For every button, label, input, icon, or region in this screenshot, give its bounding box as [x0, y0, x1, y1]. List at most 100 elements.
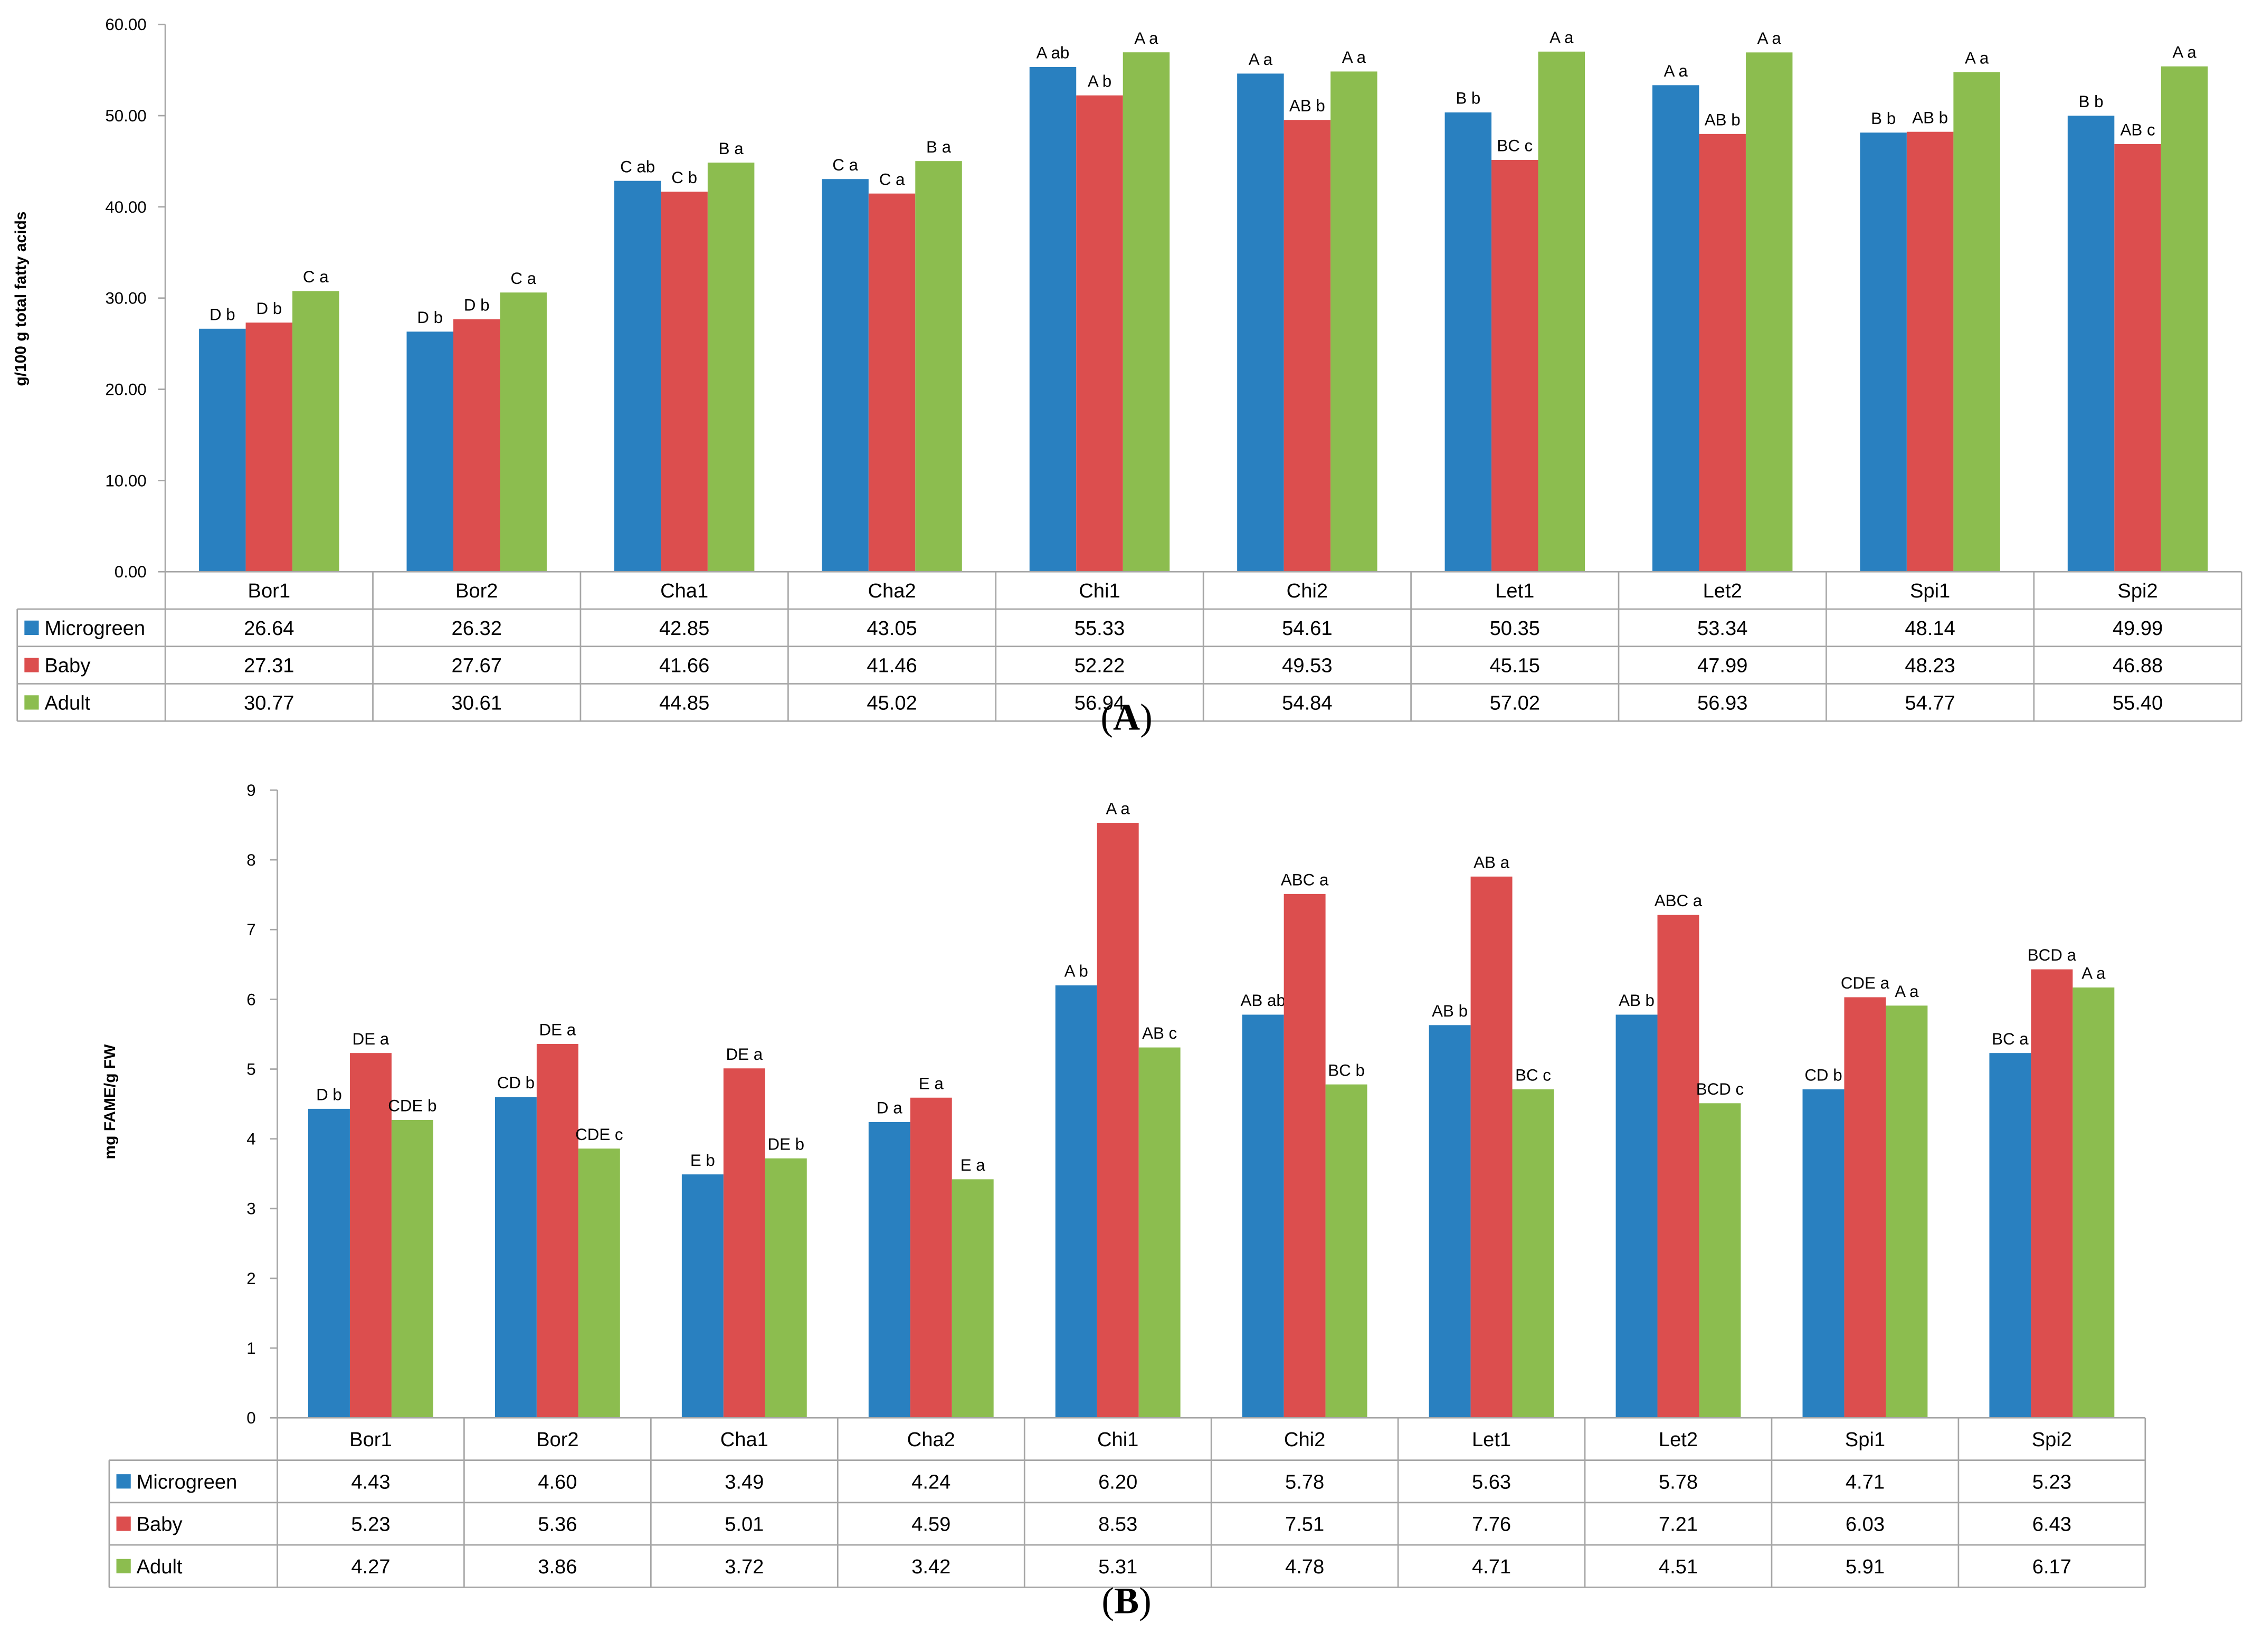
panel-paren: (	[1101, 1580, 1114, 1621]
bar	[1699, 1103, 1741, 1418]
table-value: 3.72	[725, 1556, 764, 1578]
table-value: 5.63	[1472, 1471, 1511, 1493]
table-value: 6.17	[2032, 1556, 2071, 1578]
bar	[952, 1179, 994, 1418]
bar	[1953, 72, 2000, 572]
legend-series-name: Adult	[137, 1556, 183, 1578]
bar	[1284, 120, 1331, 572]
y-tick-label: 60.00	[105, 15, 146, 34]
legend-series-name: Baby	[137, 1514, 183, 1536]
bar-annotation: A a	[1249, 50, 1273, 69]
bar	[1330, 71, 1377, 572]
table-value: 4.71	[1846, 1471, 1885, 1493]
bar-annotation: E a	[919, 1074, 944, 1093]
table-value: 43.05	[867, 618, 917, 640]
category-label: Bor2	[536, 1429, 579, 1451]
y-tick-label: 50.00	[105, 107, 146, 125]
bar-annotation: AB c	[2120, 121, 2155, 139]
bar-annotation: A a	[2172, 43, 2197, 61]
bar	[1652, 85, 1699, 572]
bar	[1097, 823, 1139, 1418]
bar-annotation: A a	[1549, 28, 1574, 46]
chart-a: 0.00 10.00 20.00 30.00 40.00 50.00 60.00 g/100 …	[12, 15, 2242, 738]
table-value: 4.51	[1659, 1556, 1698, 1578]
bar	[536, 1043, 578, 1418]
bar-annotation: CDE b	[388, 1097, 436, 1115]
table-value: 6.20	[1098, 1471, 1137, 1493]
bar	[500, 292, 547, 572]
bar-annotation: B a	[926, 138, 952, 156]
bar	[578, 1148, 620, 1418]
bar	[1076, 95, 1123, 572]
bar-annotation: AB b	[1912, 108, 1948, 127]
bar	[1989, 1053, 2031, 1418]
bar-annotation: A a	[1106, 800, 1130, 818]
table-value: 54.77	[1905, 692, 1955, 715]
table-value: 30.61	[452, 692, 502, 715]
bar-annotation: AB ab	[1241, 991, 1286, 1010]
table-value: 54.84	[1282, 692, 1332, 715]
legend-series-name: Microgreen	[44, 618, 145, 640]
bar-annotation: B b	[1456, 89, 1480, 108]
category-label: Let2	[1703, 580, 1742, 602]
category-label: Chi2	[1284, 1429, 1325, 1451]
bar	[822, 179, 869, 572]
bar-annotation: ABC a	[1281, 871, 1329, 889]
table-value: 7.51	[1285, 1514, 1324, 1536]
table-value: 30.77	[244, 692, 294, 715]
table-value: 5.78	[1285, 1471, 1324, 1493]
category-label: Spi1	[1910, 580, 1950, 602]
legend-swatch	[116, 1474, 131, 1489]
bar	[391, 1120, 433, 1418]
bar-annotation: CD b	[1804, 1066, 1842, 1085]
chart-b: 0 1 2 3 4 5 6 7 8 9 mg FAME/g FW D b CD b E b D a A b AB…	[101, 781, 2146, 1621]
bar-annotation: C a	[832, 156, 858, 174]
y-tick-label: 7	[246, 920, 255, 939]
bar	[868, 193, 916, 572]
bar-annotation: DE b	[767, 1135, 804, 1153]
y-tick-label: 30.00	[105, 289, 146, 308]
table-value: 5.23	[2032, 1471, 2071, 1493]
bar	[661, 192, 708, 572]
bar	[681, 1174, 724, 1418]
table-value: 5.36	[538, 1514, 577, 1536]
bar-annotation: C a	[510, 269, 536, 288]
bar	[1886, 1005, 1928, 1418]
bar-annotation: DE a	[353, 1030, 389, 1048]
bar	[1029, 67, 1077, 572]
table-value: 49.99	[2113, 618, 2163, 640]
category-label: Chi1	[1079, 580, 1120, 602]
bar	[199, 328, 246, 572]
bar-annotation: AB c	[1142, 1024, 1177, 1042]
category-label: Bor2	[455, 580, 498, 602]
y-tick-label: 6	[246, 990, 255, 1009]
table-value: 46.88	[2113, 655, 2163, 677]
table-value: 8.53	[1098, 1514, 1137, 1536]
category-label: Cha2	[907, 1429, 955, 1451]
panel-paren: (	[1100, 697, 1113, 738]
table-value: 4.43	[351, 1471, 390, 1493]
table-value: 26.32	[452, 618, 502, 640]
bar	[765, 1158, 807, 1418]
bar	[1512, 1089, 1554, 1418]
legend-series-name: Microgreen	[137, 1471, 237, 1493]
bar	[1491, 159, 1538, 572]
table-value: 4.59	[911, 1514, 950, 1536]
category-label: Chi2	[1287, 580, 1328, 602]
table-value: 3.42	[911, 1556, 950, 1578]
table-value: 42.85	[659, 618, 709, 640]
table-value: 5.31	[1098, 1556, 1137, 1578]
bar-annotation: AB b	[1705, 111, 1741, 129]
bar	[453, 319, 500, 572]
category-label: Let1	[1472, 1429, 1511, 1451]
bar	[1429, 1025, 1471, 1418]
panel-caption: (A)	[1100, 697, 1152, 738]
table-value: 4.24	[911, 1471, 950, 1493]
bar	[1242, 1014, 1284, 1418]
y-tick-label: 0.00	[115, 563, 147, 581]
table-value: 49.53	[1282, 655, 1332, 677]
bar	[2073, 987, 2115, 1418]
bar-annotation: B b	[1871, 109, 1896, 128]
category-label: Let2	[1659, 1429, 1698, 1451]
bar	[1699, 134, 1746, 572]
